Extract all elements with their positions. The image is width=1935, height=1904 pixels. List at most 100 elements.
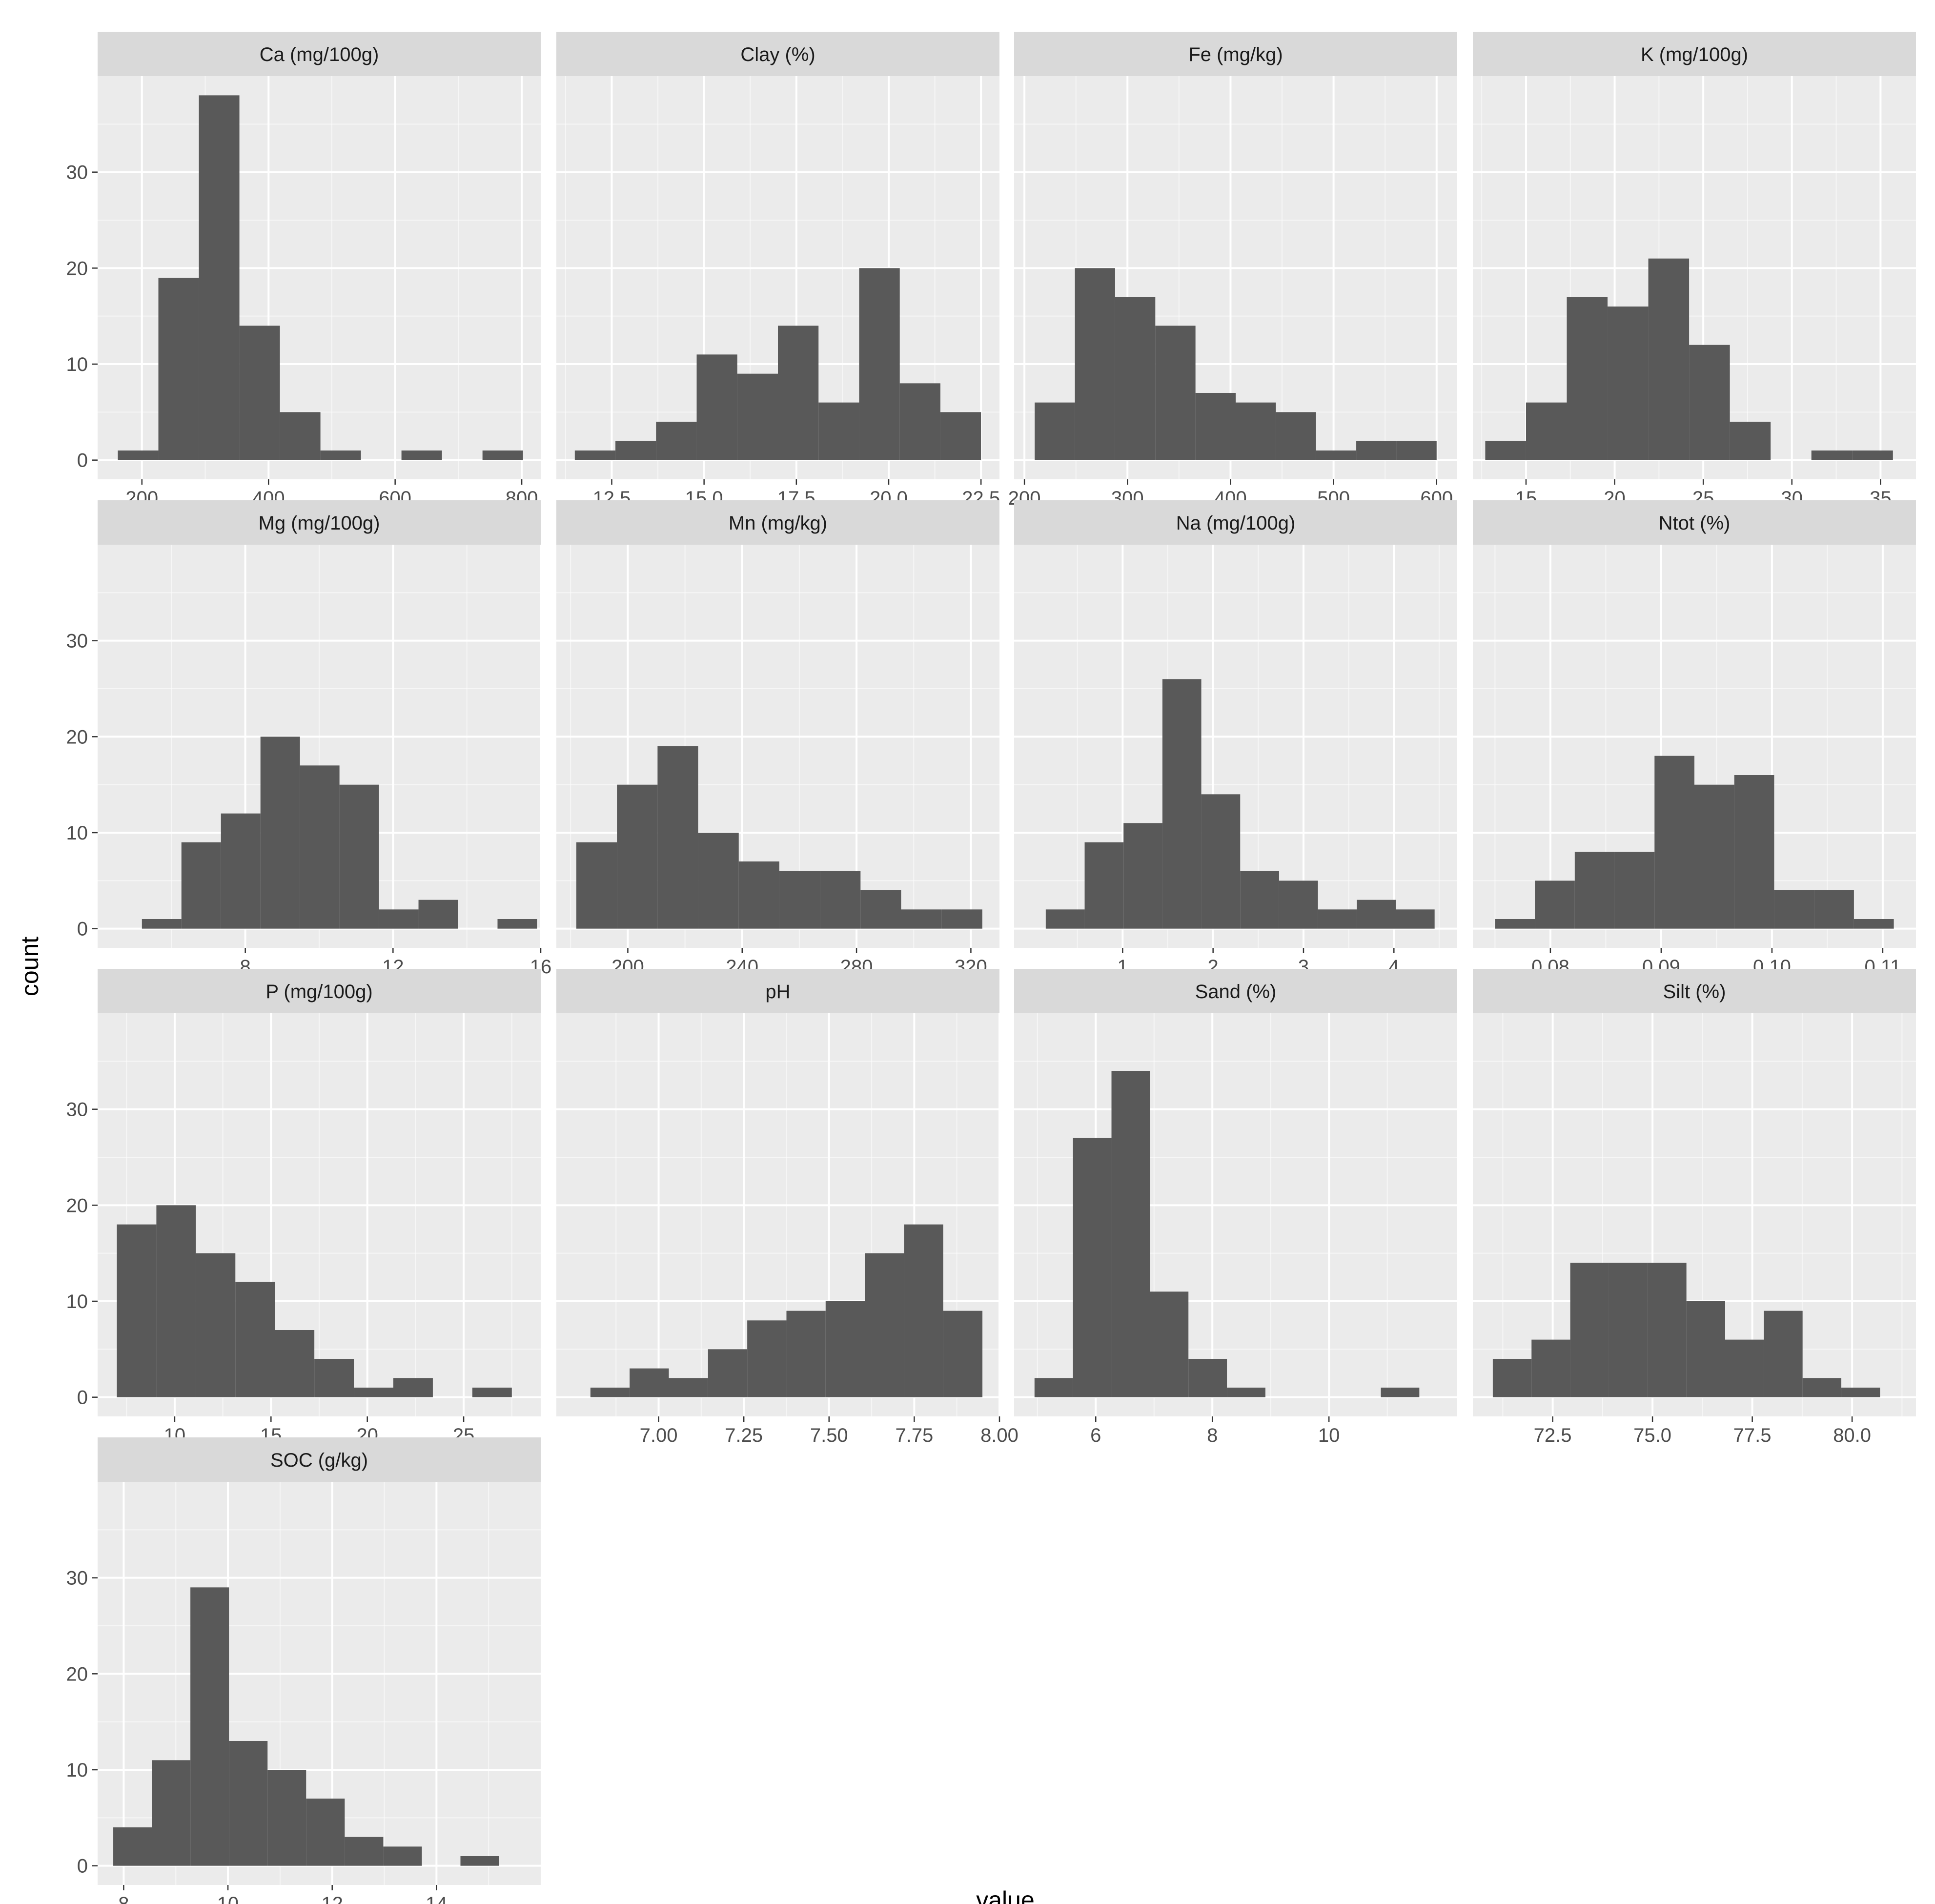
histogram-bar xyxy=(630,1368,669,1397)
histogram-bar xyxy=(738,861,779,929)
histogram-bar xyxy=(275,1330,315,1397)
facet-title: Na (mg/100g) xyxy=(1176,512,1296,534)
histogram-bar xyxy=(379,909,419,929)
histogram-bar xyxy=(482,450,523,460)
histogram-bar xyxy=(460,1856,499,1866)
histogram-bar xyxy=(1073,1138,1112,1397)
x-tick-label: 7.00 xyxy=(640,1425,678,1446)
y-tick-label: 0 xyxy=(77,1387,88,1409)
histogram-bar xyxy=(181,842,221,929)
histogram-bar xyxy=(158,278,199,460)
histogram-bar xyxy=(221,813,261,929)
histogram-bar xyxy=(1162,679,1202,929)
x-tick-label: 10 xyxy=(217,1893,239,1904)
histogram-bar xyxy=(574,450,616,460)
facet-title: Mg (mg/100g) xyxy=(259,512,380,534)
x-tick-label: 8 xyxy=(1207,1425,1218,1446)
x-axis-title: value xyxy=(976,1886,1035,1904)
histogram-bar xyxy=(708,1349,748,1397)
y-tick-label: 10 xyxy=(66,1760,88,1781)
facet-panel-ph: pH 7.00 7.25 7.50 7.75 8.00 xyxy=(556,969,1018,1446)
histogram-bar xyxy=(737,373,778,460)
x-tick-label: 12 xyxy=(321,1893,343,1904)
facet-title: SOC (g/kg) xyxy=(270,1450,368,1471)
histogram-bar xyxy=(190,1587,229,1866)
histogram-bar xyxy=(1201,794,1241,929)
y-tick-label: 10 xyxy=(66,354,88,375)
facet-panel-sand: Sand (%) 6 8 10 xyxy=(1014,969,1457,1446)
histogram-bar xyxy=(1357,900,1396,929)
x-tick-label: 8.00 xyxy=(980,1425,1018,1446)
histogram-bar xyxy=(472,1388,512,1397)
histogram-bar xyxy=(590,1388,630,1397)
facet-panel-mn-mg-kg: Mn (mg/kg)200 240 280 320 xyxy=(556,500,999,978)
histogram-bar xyxy=(1689,345,1730,460)
y-tick-label: 30 xyxy=(66,1568,88,1589)
histogram-bar xyxy=(1654,756,1694,929)
x-tick-label: 7.25 xyxy=(725,1425,763,1446)
histogram-bar xyxy=(901,909,942,929)
histogram-bar xyxy=(940,412,981,460)
histogram-bar xyxy=(320,450,361,460)
histogram-bar xyxy=(1648,258,1690,460)
y-tick-label: 30 xyxy=(66,631,88,652)
x-tick-label: 7.75 xyxy=(895,1425,933,1446)
histogram-bar xyxy=(118,450,159,460)
histogram-bar xyxy=(1811,450,1853,460)
histogram-bar xyxy=(1526,402,1567,460)
facet-strip xyxy=(1014,500,1457,545)
histogram-bar xyxy=(156,1205,196,1397)
histogram-bar xyxy=(617,784,658,929)
histogram-bar xyxy=(1034,1378,1073,1397)
histogram-bar xyxy=(314,1359,354,1397)
histogram-bar xyxy=(401,450,442,460)
histogram-bar xyxy=(1075,268,1115,460)
x-tick-label: 8 xyxy=(118,1893,129,1904)
facet-strip xyxy=(98,32,541,76)
histogram-bar xyxy=(1535,880,1575,929)
facet-strip xyxy=(1473,32,1916,76)
histogram-bar xyxy=(1396,441,1437,460)
histogram-bar xyxy=(199,95,240,460)
histogram-bar xyxy=(306,1799,345,1866)
histogram-bar xyxy=(1730,422,1771,460)
facet-strip xyxy=(1014,32,1457,76)
facet-strip xyxy=(98,1437,541,1482)
histogram-bar xyxy=(859,268,900,460)
facet-strip xyxy=(98,969,541,1013)
histogram-bar xyxy=(267,1770,306,1866)
histogram-bar xyxy=(576,842,617,929)
histogram-bar xyxy=(1774,890,1814,929)
facet-title: Mn (mg/kg) xyxy=(729,512,827,534)
x-tick-label: 80.0 xyxy=(1833,1425,1871,1446)
histogram-bar xyxy=(1045,909,1085,929)
histogram-bar xyxy=(260,737,300,929)
y-tick-label: 30 xyxy=(66,1099,88,1121)
facet-panel-ntot: Ntot (%)0.08 0.09 0.10 0.11 xyxy=(1473,500,1916,978)
facet-title: P (mg/100g) xyxy=(265,981,372,1003)
histogram-bar xyxy=(1485,441,1526,460)
histogram-bar xyxy=(1852,450,1893,460)
histogram-bar xyxy=(1492,1359,1532,1397)
facet-panel-k-mg-100g: K (mg/100g)15 20 25 30 35 xyxy=(1473,32,1916,509)
histogram-bar xyxy=(1495,919,1535,929)
histogram-bar xyxy=(142,919,182,929)
histogram-bar xyxy=(300,765,340,929)
x-tick-label: 14 xyxy=(426,1893,448,1904)
facet-panel-clay: Clay (%)12.5 15.0 17.5 20.0 22.5 xyxy=(556,32,1000,509)
y-tick-label: 0 xyxy=(77,450,88,471)
histogram-bar xyxy=(280,412,321,460)
histogram-bar xyxy=(383,1846,422,1866)
histogram-bar xyxy=(1150,1291,1189,1397)
histogram-bar xyxy=(1381,1388,1420,1397)
histogram-bar xyxy=(1734,775,1774,929)
histogram-bar xyxy=(1614,852,1655,929)
x-tick-label: 7.50 xyxy=(810,1425,848,1446)
histogram-bar xyxy=(615,441,656,460)
x-tick-label: 72.5 xyxy=(1534,1425,1572,1446)
histogram-bar xyxy=(778,326,819,460)
facet-title: Silt (%) xyxy=(1663,981,1726,1003)
histogram-bar xyxy=(354,1388,393,1397)
histogram-bar xyxy=(698,833,739,929)
histogram-bar xyxy=(865,1253,904,1397)
